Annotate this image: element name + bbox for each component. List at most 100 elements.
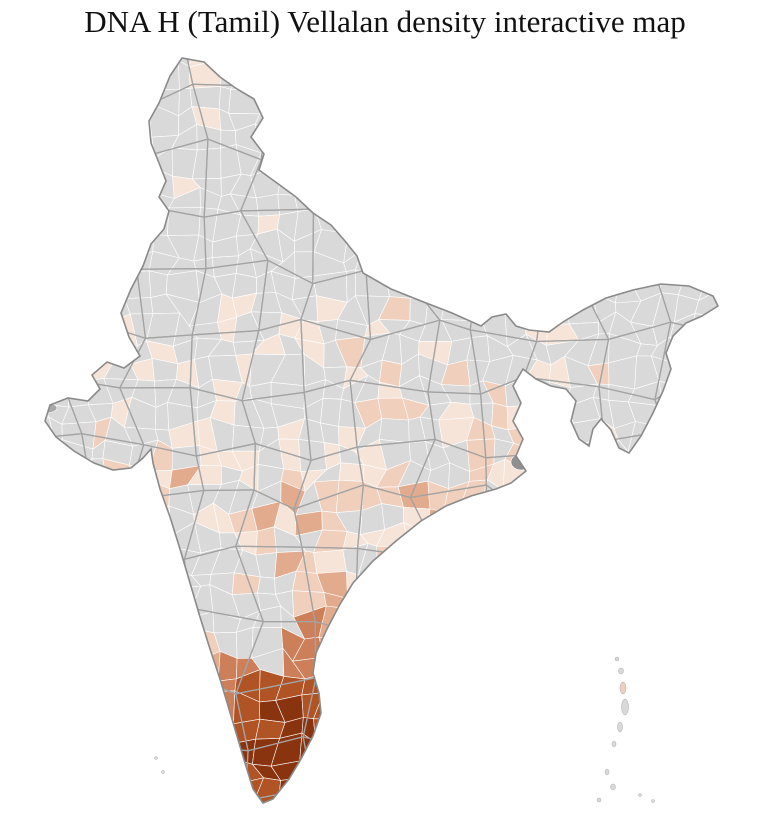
- district-cell[interactable]: [673, 236, 704, 261]
- district-cell[interactable]: [670, 752, 695, 784]
- district-cell[interactable]: [679, 403, 697, 425]
- district-cell[interactable]: [42, 675, 71, 705]
- district-cell[interactable]: [315, 671, 347, 701]
- district-cell[interactable]: [43, 586, 68, 615]
- district-cell[interactable]: [523, 44, 554, 70]
- district-cell[interactable]: [720, 169, 741, 201]
- district-cell[interactable]: [48, 438, 63, 471]
- district-cell[interactable]: [355, 188, 389, 215]
- district-cell[interactable]: [697, 104, 726, 131]
- district-cell[interactable]: [628, 713, 657, 745]
- district-cell[interactable]: [484, 718, 513, 742]
- district-cell[interactable]: [195, 780, 218, 808]
- district-cell[interactable]: [548, 652, 573, 678]
- district-cell[interactable]: [698, 248, 715, 283]
- district-cell[interactable]: [342, 86, 369, 115]
- district-cell[interactable]: [110, 610, 136, 640]
- district-cell[interactable]: [715, 668, 745, 700]
- district-cell[interactable]: [359, 731, 381, 763]
- district-cell[interactable]: [107, 757, 137, 781]
- district-cell[interactable]: [19, 207, 49, 240]
- district-cell[interactable]: [62, 458, 93, 494]
- district-cell[interactable]: [648, 216, 681, 238]
- district-cell[interactable]: [661, 628, 676, 660]
- district-cell[interactable]: [543, 62, 574, 93]
- district-cell[interactable]: [444, 144, 469, 177]
- district-cell[interactable]: [380, 84, 404, 105]
- district-cell[interactable]: [530, 101, 556, 136]
- district-cell[interactable]: [61, 229, 96, 259]
- district-cell[interactable]: [450, 547, 470, 576]
- district-cell[interactable]: [282, 149, 299, 176]
- district-cell[interactable]: [334, 129, 370, 147]
- district-cell[interactable]: [355, 269, 390, 297]
- district-cell[interactable]: [419, 650, 449, 682]
- district-cell[interactable]: [20, 487, 44, 506]
- district-cell[interactable]: [501, 660, 527, 683]
- district-cell[interactable]: [124, 591, 159, 617]
- district-cell[interactable]: [550, 279, 571, 306]
- district-cell[interactable]: [634, 463, 657, 485]
- district-cell[interactable]: [131, 480, 153, 515]
- district-cell[interactable]: [514, 590, 531, 618]
- island[interactable]: [604, 768, 610, 776]
- district-cell[interactable]: [423, 775, 449, 800]
- district-cell[interactable]: [128, 464, 151, 488]
- district-cell[interactable]: [722, 430, 746, 448]
- district-cell[interactable]: [483, 176, 508, 199]
- district-cell[interactable]: [43, 613, 72, 636]
- district-cell[interactable]: [67, 194, 96, 218]
- district-cell[interactable]: [614, 80, 640, 105]
- district-cell[interactable]: [483, 147, 511, 178]
- district-cell[interactable]: [81, 672, 110, 698]
- district-cell[interactable]: [22, 607, 43, 638]
- district-cell[interactable]: [522, 133, 556, 149]
- district-cell[interactable]: [652, 533, 675, 558]
- district-cell[interactable]: [403, 647, 421, 682]
- district-cell[interactable]: [315, 738, 349, 758]
- island[interactable]: [610, 783, 616, 791]
- district-cell[interactable]: [109, 206, 132, 242]
- district-cell[interactable]: [255, 526, 278, 556]
- district-cell[interactable]: [47, 207, 73, 240]
- district-cell[interactable]: [423, 125, 450, 150]
- district-cell[interactable]: [360, 611, 391, 639]
- district-cell[interactable]: [546, 228, 567, 260]
- district-cell[interactable]: [712, 521, 741, 553]
- district-cell[interactable]: [442, 87, 469, 116]
- district-cell[interactable]: [672, 605, 701, 634]
- district-cell[interactable]: [293, 132, 319, 150]
- district-cell[interactable]: [690, 334, 725, 368]
- district-cell[interactable]: [60, 253, 93, 280]
- district-cell[interactable]: [690, 752, 718, 784]
- district-cell[interactable]: [131, 757, 155, 781]
- district-cell[interactable]: [426, 253, 454, 278]
- district-cell[interactable]: [588, 545, 610, 578]
- district-cell[interactable]: [524, 627, 550, 662]
- island[interactable]: [618, 667, 624, 675]
- district-cell[interactable]: [186, 753, 217, 788]
- district-cell[interactable]: [714, 755, 736, 785]
- district-cell[interactable]: [595, 522, 616, 554]
- district-cell[interactable]: [342, 669, 363, 701]
- district-cell[interactable]: [590, 209, 610, 240]
- district-cell[interactable]: [522, 143, 556, 179]
- district-cell[interactable]: [60, 122, 96, 154]
- district-cell[interactable]: [347, 714, 363, 742]
- district-cell[interactable]: [402, 148, 426, 177]
- district-cell[interactable]: [554, 447, 573, 474]
- district-cell[interactable]: [564, 169, 599, 200]
- district-cell[interactable]: [61, 774, 97, 806]
- district-cell[interactable]: [568, 128, 601, 159]
- district-cell[interactable]: [534, 543, 557, 577]
- district-cell[interactable]: [361, 241, 386, 255]
- district-cell[interactable]: [671, 172, 706, 196]
- district-cell[interactable]: [89, 567, 117, 598]
- district-cell[interactable]: [484, 125, 511, 155]
- district-cell[interactable]: [486, 39, 511, 73]
- district-cell[interactable]: [699, 608, 719, 634]
- district-cell[interactable]: [480, 271, 516, 298]
- district-cell[interactable]: [146, 732, 176, 763]
- district-cell[interactable]: [376, 731, 410, 763]
